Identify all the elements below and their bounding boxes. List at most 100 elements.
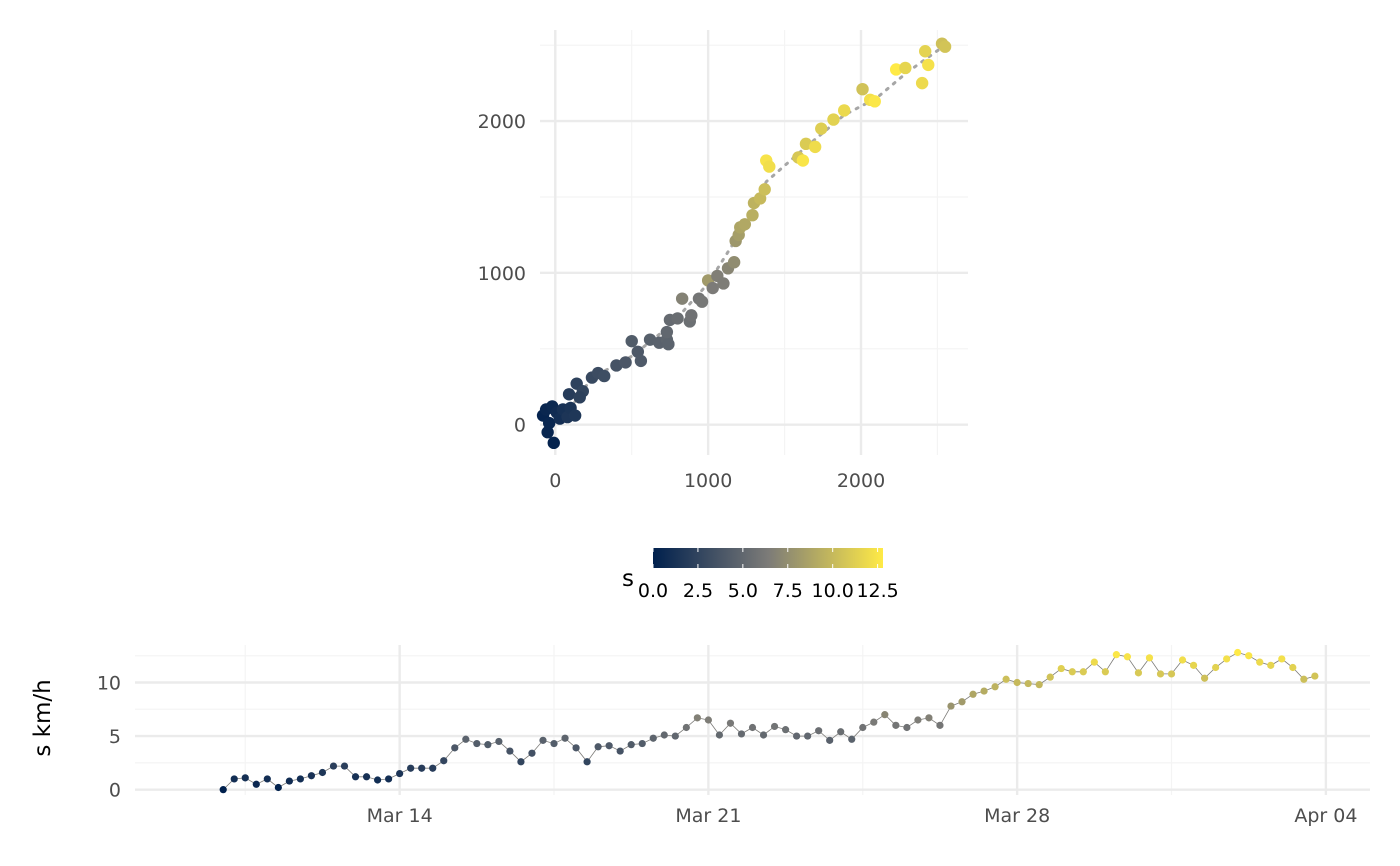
timeseries-point xyxy=(1101,668,1109,676)
timeseries-point xyxy=(1112,651,1120,659)
timeseries-point xyxy=(1278,655,1286,663)
scatter-point xyxy=(815,122,828,135)
timeseries-point xyxy=(1024,679,1032,688)
timeseries-point xyxy=(594,743,602,751)
timeseries-point xyxy=(495,737,503,746)
timeseries-point xyxy=(759,731,768,739)
timeseries-point xyxy=(429,764,437,772)
timeseries-point xyxy=(274,783,282,792)
timeseries-point xyxy=(1068,668,1076,676)
timeseries-point xyxy=(230,775,238,783)
timeseries-x-tick-label: Apr 04 xyxy=(1294,805,1357,827)
timeseries-point xyxy=(660,731,668,739)
timeseries-point xyxy=(396,769,404,778)
colorbar-label: 5.0 xyxy=(728,580,758,602)
timeseries-point xyxy=(506,747,514,755)
timeseries-point xyxy=(451,744,459,752)
timeseries-point xyxy=(241,774,249,782)
scatter-y-tick-label: 0 xyxy=(514,415,526,437)
scatter-point xyxy=(837,104,851,117)
scatter-x-tick-label: 2000 xyxy=(837,470,885,492)
timeseries-points xyxy=(219,648,1319,794)
scatter-point xyxy=(746,208,759,222)
scatter-y-tick-label: 1000 xyxy=(478,263,526,285)
colorbar-label: 2.5 xyxy=(683,580,713,602)
scatter-point xyxy=(919,45,932,58)
timeseries-point xyxy=(1013,678,1021,687)
colorbar-ticks xyxy=(652,548,879,568)
timeseries-point xyxy=(715,731,724,739)
scatter-point xyxy=(796,154,810,167)
scatter-x-tick-label: 0 xyxy=(549,470,561,492)
timeseries-point xyxy=(1090,658,1098,666)
colorbar-label: 12.5 xyxy=(856,580,898,602)
timeseries-point xyxy=(296,775,305,783)
scatter-y-tick-labels: 0 1000 2000 xyxy=(478,111,526,437)
timeseries-point xyxy=(1002,675,1010,683)
timeseries-point xyxy=(1300,675,1308,683)
colorbar-label: 0.0 xyxy=(638,580,668,602)
scatter-point xyxy=(547,436,560,450)
timeseries-point xyxy=(1234,648,1242,657)
timeseries-point xyxy=(318,768,327,777)
scatter-x-tick-label: 1000 xyxy=(684,470,732,492)
timeseries-point xyxy=(1167,670,1176,678)
timeseries-point xyxy=(925,714,933,722)
scatter-point xyxy=(758,183,771,196)
timeseries-point xyxy=(517,758,525,766)
timeseries-point xyxy=(385,775,393,783)
timeseries-point xyxy=(649,734,657,742)
timeseries-point xyxy=(219,786,227,794)
timeseries-point xyxy=(859,723,867,732)
timeseries-point xyxy=(781,726,790,734)
scatter-point xyxy=(542,416,556,430)
timeseries-x-tick-label: Mar 21 xyxy=(675,805,741,827)
timeseries-point xyxy=(473,739,481,748)
timeseries-y-tick-label: 5 xyxy=(109,726,121,748)
scatter-point xyxy=(922,58,935,72)
timeseries-point xyxy=(1178,656,1187,664)
scatter-point xyxy=(685,309,698,322)
scatter-x-tick-labels: 0 1000 2000 xyxy=(549,470,885,492)
timeseries-point xyxy=(1057,664,1065,673)
scatter-point xyxy=(695,295,709,308)
timeseries-point xyxy=(1156,670,1165,678)
timeseries-point xyxy=(936,721,944,729)
scatter-point xyxy=(662,337,675,351)
timeseries-point xyxy=(837,728,845,736)
timeseries-point xyxy=(252,780,260,788)
timeseries-point xyxy=(969,690,977,698)
scatter-point xyxy=(568,409,582,422)
timeseries-point xyxy=(1223,655,1231,663)
timeseries-point xyxy=(914,716,922,724)
timeseries-point xyxy=(285,777,293,785)
timeseries-point xyxy=(947,702,955,710)
colorbar-labels: 0.0 2.5 5.0 7.5 10.0 12.5 xyxy=(638,580,899,602)
timeseries-point xyxy=(1200,674,1209,682)
scatter-point xyxy=(827,113,840,126)
scatter-point xyxy=(573,391,586,404)
timeseries-point xyxy=(980,687,988,695)
scatter-point xyxy=(738,218,752,231)
timeseries-point xyxy=(462,735,470,743)
scatter-grid xyxy=(540,30,968,455)
timeseries-point xyxy=(1145,654,1154,662)
timeseries-point xyxy=(307,772,316,780)
timeseries-point xyxy=(362,773,371,781)
color-legend: s 0.0 2.5 5.0 7.5 10.0 12.5 xyxy=(622,548,899,602)
scatter-point xyxy=(899,61,912,75)
timeseries-point xyxy=(340,762,349,770)
timeseries-point xyxy=(693,714,701,722)
timeseries-point xyxy=(561,734,569,742)
scatter-point xyxy=(889,63,903,76)
timeseries-point xyxy=(682,723,690,732)
timeseries-point xyxy=(638,739,646,748)
scatter-point xyxy=(938,40,952,53)
timeseries-point xyxy=(550,739,558,748)
timeseries-y-tick-label: 0 xyxy=(109,780,121,802)
scatter-point xyxy=(625,334,638,348)
timeseries-point xyxy=(1212,663,1220,672)
timeseries-point xyxy=(991,683,999,691)
